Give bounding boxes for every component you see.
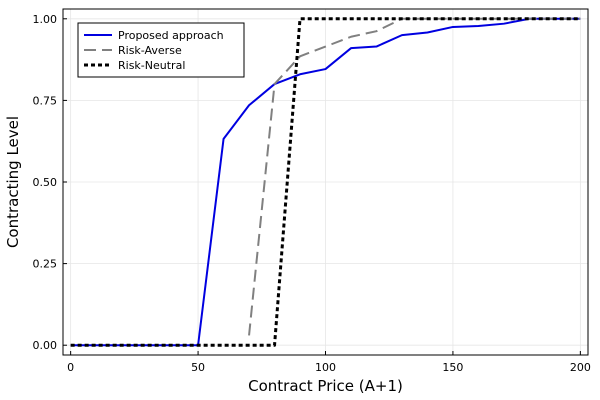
x-tick-label: 50 [191,361,205,374]
y-axis-label: Contracting Level [4,116,22,248]
axis-ticks: 0 50 100 150 200 0.00 0.25 0.50 0.75 1.00 [33,13,591,374]
x-tick-label: 0 [67,361,74,374]
legend-label: Proposed approach [118,29,224,42]
x-tick-label: 200 [570,361,591,374]
y-tick-label: 0.75 [33,94,58,107]
x-axis-label: Contract Price (A+1) [248,377,403,395]
series-lines [70,17,581,347]
series-line-risk-neutral [70,17,581,347]
legend: Proposed approach Risk-Averse Risk-Neutral [77,22,245,78]
y-tick-label: 0.25 [33,258,58,271]
y-tick-label: 0.00 [33,339,58,352]
x-tick-label: 100 [315,361,336,374]
series-line-risk-averse [248,17,581,336]
legend-label: Risk-Averse [118,44,182,57]
legend-label: Risk-Neutral [118,59,185,72]
x-tick-label: 150 [442,361,463,374]
y-tick-label: 0.50 [33,176,58,189]
y-tick-label: 1.00 [33,13,58,26]
